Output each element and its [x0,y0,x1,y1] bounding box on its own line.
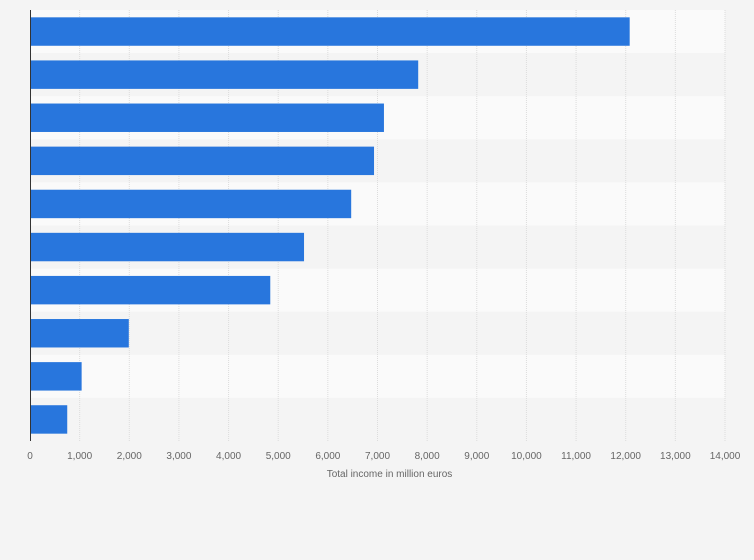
bar[interactable] [30,17,630,46]
x-tick-label: 6,000 [315,451,340,462]
x-tick-label: 2,000 [117,451,142,462]
x-tick-label: 4,000 [216,451,241,462]
row-band [30,397,725,441]
x-tick-label: 7,000 [365,451,390,462]
x-tick-label: 8,000 [415,451,440,462]
x-axis-tick-labels: 0 1,000 2,000 3,000 4,000 5,000 6,000 7,000 8,00… [27,451,741,462]
x-tick-label: 14,000 [710,451,741,462]
x-tick-label: 11,000 [561,451,591,462]
bars [30,17,630,434]
bar[interactable] [30,232,305,262]
x-tick-label: 12,000 [610,451,641,462]
bar[interactable] [30,362,82,391]
x-tick-label: 0 [27,451,33,462]
x-tick-label: 3,000 [166,451,191,462]
x-axis-title: Total income in million euros [327,469,453,480]
bar[interactable] [30,275,271,305]
x-tick-label: 10,000 [511,451,542,462]
x-tick-label: 1,000 [67,451,92,462]
x-tick-label: 9,000 [464,451,489,462]
bar[interactable] [30,103,384,132]
bar[interactable] [30,146,375,176]
x-tick-label: 13,000 [660,451,691,462]
bar[interactable] [30,319,129,348]
bar[interactable] [30,405,68,434]
bar[interactable] [30,189,352,219]
x-tick-label: 5,000 [266,451,291,462]
bar[interactable] [30,60,419,89]
